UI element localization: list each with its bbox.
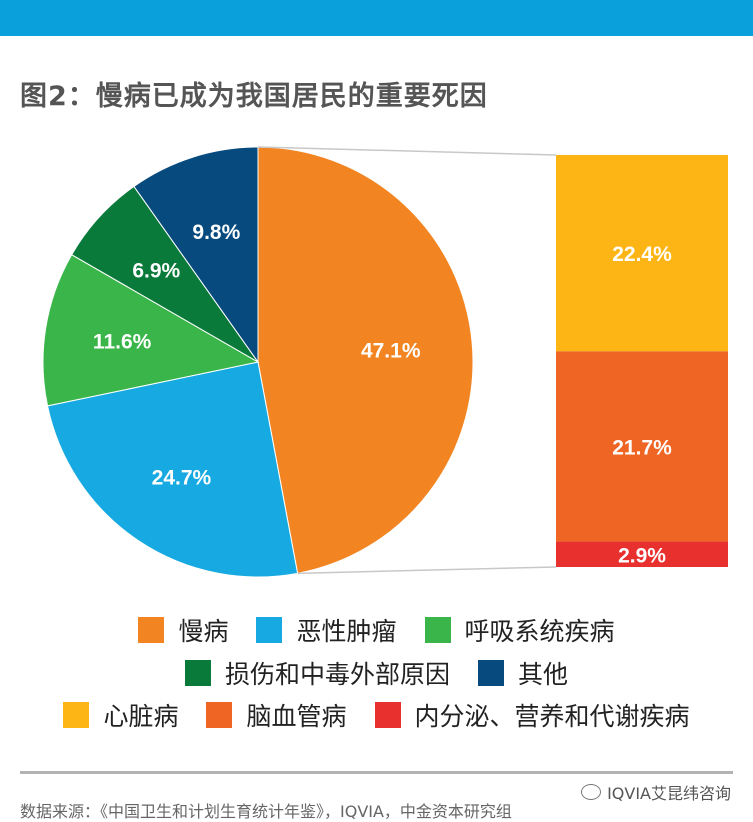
legend-item: 呼吸系统疾病 bbox=[424, 612, 615, 648]
pie-slice bbox=[133, 146, 259, 364]
breakdown-label: 21.7% bbox=[612, 436, 672, 459]
legend-item: 脑血管病 bbox=[206, 697, 347, 733]
legend-swatch bbox=[374, 702, 401, 728]
pie-slice bbox=[46, 361, 299, 578]
slice-label: 9.8% bbox=[192, 221, 240, 244]
legend-swatch bbox=[184, 660, 211, 686]
legend-label: 损伤和中毒外部原因 bbox=[224, 660, 450, 689]
slice-label: 24.7% bbox=[152, 466, 212, 489]
legend-label: 脑血管病 bbox=[246, 702, 347, 731]
legend-swatch bbox=[256, 617, 283, 643]
legend-swatch bbox=[63, 702, 90, 728]
legend-item: 慢病 bbox=[138, 612, 228, 648]
legend-item: 其他 bbox=[478, 655, 568, 691]
breakdown-segment bbox=[556, 351, 728, 542]
top-banner bbox=[0, 0, 753, 36]
footer-divider bbox=[20, 771, 733, 774]
wechat-icon bbox=[581, 784, 602, 800]
legend-label: 其他 bbox=[518, 660, 569, 689]
legend-swatch bbox=[478, 660, 504, 686]
legend-row: 慢病 恶性肿瘤 呼吸系统疾病 bbox=[0, 612, 753, 648]
legend-label: 心脏病 bbox=[103, 702, 179, 731]
watermark: IQVIA艾昆纬咨询 bbox=[581, 780, 731, 804]
legend-row: 心脏病 脑血管病 内分泌、营养和代谢疾病 bbox=[0, 697, 753, 733]
slice-label: 47.1% bbox=[361, 340, 421, 363]
breakdown-segment bbox=[556, 155, 728, 352]
legend-item: 心脏病 bbox=[63, 697, 178, 733]
connector-line bbox=[297, 566, 557, 575]
legend-label: 慢病 bbox=[178, 617, 229, 646]
breakdown-label: 22.4% bbox=[612, 243, 672, 266]
slice-label: 6.9% bbox=[132, 259, 180, 282]
legend-label: 呼吸系统疾病 bbox=[464, 617, 615, 646]
legend-item: 内分泌、营养和代谢疾病 bbox=[374, 697, 690, 733]
legend-item: 恶性肿瘤 bbox=[256, 612, 397, 648]
source-note: 数据来源：《中国卫生和计划生育统计年鉴》，IQVIA，中金资本研究组 bbox=[20, 802, 512, 821]
chart-title: 图2：慢病已成为我国居民的重要死因 bbox=[20, 81, 488, 112]
pie-slice bbox=[42, 254, 260, 407]
legend-label: 恶性肿瘤 bbox=[296, 617, 397, 646]
chart-svg: 47.1% 24.7% 11.6% 6.9% 9.8% 22.4% 21.7% 2.9% bbox=[42, 146, 728, 578]
legend-swatch bbox=[138, 617, 165, 643]
legend-swatch bbox=[424, 617, 451, 643]
connector-line bbox=[257, 146, 557, 156]
breakdown-segment bbox=[556, 541, 728, 567]
legend-label: 内分泌、营养和代谢疾病 bbox=[414, 702, 690, 731]
pie-slice bbox=[257, 146, 474, 574]
slice-label: 11.6% bbox=[93, 330, 152, 353]
legend-item: 损伤和中毒外部原因 bbox=[184, 655, 450, 691]
breakdown-label: 2.9% bbox=[618, 544, 666, 567]
legend-swatch bbox=[206, 702, 233, 728]
watermark-text: IQVIA艾昆纬咨询 bbox=[607, 784, 731, 803]
legend-row: 损伤和中毒外部原因 其他 bbox=[0, 655, 753, 691]
